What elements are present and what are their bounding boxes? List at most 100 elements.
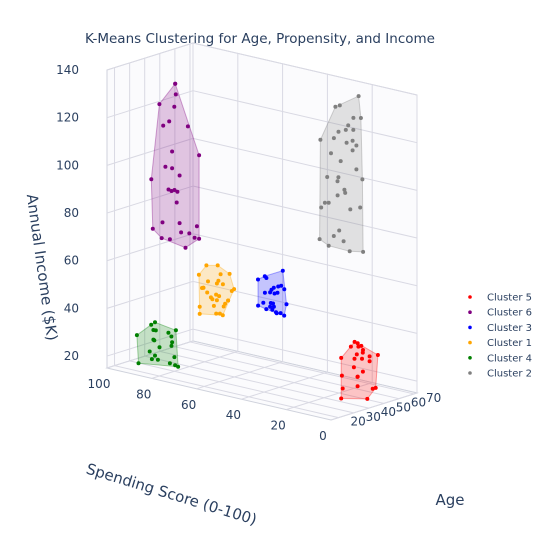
- cluster-4-point[interactable]: [149, 357, 154, 362]
- cluster-2-point[interactable]: [342, 187, 347, 192]
- cluster-5-point[interactable]: [375, 353, 380, 357]
- cluster-2-point[interactable]: [333, 104, 338, 109]
- cluster-4-point[interactable]: [153, 320, 157, 325]
- cluster-6-point[interactable]: [170, 166, 175, 171]
- cluster-1-point[interactable]: [220, 282, 225, 287]
- cluster-1-point[interactable]: [205, 290, 210, 295]
- cluster-5-point[interactable]: [365, 396, 370, 401]
- cluster-6-point[interactable]: [170, 149, 175, 154]
- cluster-5-point[interactable]: [370, 386, 375, 391]
- cluster-2-point[interactable]: [347, 249, 352, 254]
- cluster-4-point[interactable]: [169, 343, 174, 348]
- legend-item-cluster-6[interactable]: Cluster 6: [468, 308, 532, 319]
- cluster-6-point[interactable]: [167, 237, 172, 242]
- cluster-2-point[interactable]: [338, 159, 343, 164]
- cluster-2-point[interactable]: [350, 148, 355, 153]
- cluster-6-point[interactable]: [177, 173, 182, 178]
- legend-item-cluster-4[interactable]: Cluster 4: [468, 353, 532, 364]
- cluster-4-point[interactable]: [152, 338, 157, 343]
- cluster-1-point[interactable]: [214, 311, 219, 316]
- cluster-6-point[interactable]: [163, 164, 168, 169]
- cluster-5-point[interactable]: [355, 384, 360, 389]
- cluster-6-point[interactable]: [194, 224, 199, 229]
- cluster-6-point[interactable]: [173, 92, 178, 97]
- cluster-6-point[interactable]: [174, 200, 179, 205]
- cluster-5-point[interactable]: [339, 396, 344, 401]
- cluster-6-point[interactable]: [179, 230, 184, 235]
- cluster-5-point[interactable]: [373, 385, 378, 390]
- cluster-4-point[interactable]: [170, 340, 175, 345]
- cluster-4-point[interactable]: [155, 357, 160, 362]
- cluster-2-point[interactable]: [331, 136, 336, 141]
- cluster-5-point[interactable]: [360, 356, 364, 361]
- cluster-6-point[interactable]: [157, 102, 162, 107]
- cluster-3-point[interactable]: [282, 287, 287, 292]
- cluster-2-point[interactable]: [344, 140, 349, 145]
- cluster-3-point[interactable]: [276, 284, 281, 289]
- cluster-4-point[interactable]: [153, 353, 157, 358]
- cluster-1-point[interactable]: [206, 279, 210, 284]
- cluster-2-point[interactable]: [336, 175, 341, 180]
- cluster-2-point[interactable]: [319, 205, 324, 210]
- cluster-6-point[interactable]: [183, 245, 188, 250]
- cluster-2-point[interactable]: [361, 249, 366, 254]
- cluster-6-point[interactable]: [185, 124, 190, 129]
- cluster-5-point[interactable]: [348, 344, 353, 349]
- cluster-6-point[interactable]: [166, 187, 171, 192]
- cluster-5-point[interactable]: [361, 348, 365, 352]
- cluster-3-point[interactable]: [269, 287, 274, 292]
- cluster-2-point[interactable]: [341, 239, 346, 244]
- cluster-5-point[interactable]: [356, 344, 361, 349]
- cluster-3-point[interactable]: [278, 311, 283, 316]
- cluster-6-point[interactable]: [197, 236, 202, 241]
- cluster-2-point[interactable]: [343, 190, 348, 195]
- cluster-1-point[interactable]: [197, 304, 202, 309]
- cluster-4-point[interactable]: [173, 363, 178, 368]
- cluster-5-point[interactable]: [339, 355, 344, 360]
- cluster-1-point[interactable]: [229, 289, 234, 293]
- cluster-4-point[interactable]: [173, 328, 178, 333]
- cluster-2-point[interactable]: [331, 234, 336, 238]
- cluster-6-point[interactable]: [187, 231, 192, 236]
- cluster-2-point[interactable]: [329, 151, 333, 156]
- cluster-1-point[interactable]: [214, 298, 219, 303]
- cluster-4-point[interactable]: [167, 361, 172, 366]
- cluster-5-point[interactable]: [339, 373, 344, 378]
- legend-item-cluster-3[interactable]: Cluster 3: [468, 323, 532, 334]
- cluster-1-point[interactable]: [227, 271, 232, 276]
- cluster-4-point[interactable]: [151, 328, 156, 332]
- legend-item-cluster-1[interactable]: Cluster 1: [468, 338, 532, 349]
- cluster-2-point[interactable]: [337, 103, 342, 108]
- cluster-3-point[interactable]: [261, 300, 266, 305]
- cluster-2-point[interactable]: [317, 237, 322, 242]
- cluster-5-point[interactable]: [354, 352, 359, 357]
- cluster-1-point[interactable]: [210, 297, 215, 302]
- cluster-5-point[interactable]: [352, 356, 357, 361]
- cluster-1-point[interactable]: [223, 301, 228, 306]
- cluster-4-point[interactable]: [172, 355, 177, 360]
- cluster-6-point[interactable]: [172, 188, 177, 192]
- cluster-2-point[interactable]: [322, 200, 327, 205]
- cluster-2-point[interactable]: [346, 123, 351, 128]
- cluster-4-point[interactable]: [134, 333, 139, 338]
- cluster-6-point[interactable]: [175, 189, 180, 194]
- cluster-5-point[interactable]: [352, 339, 357, 344]
- cluster-3-point[interactable]: [271, 304, 276, 309]
- legend-item-cluster-5[interactable]: Cluster 5: [468, 293, 532, 304]
- cluster-5-point[interactable]: [355, 341, 360, 346]
- cluster-3-point[interactable]: [268, 301, 273, 305]
- cluster-2-point[interactable]: [354, 143, 359, 148]
- cluster-2-point[interactable]: [325, 175, 330, 179]
- cluster-5-point[interactable]: [340, 386, 345, 391]
- cluster-2-point[interactable]: [358, 116, 363, 120]
- cluster-4-point[interactable]: [176, 364, 181, 369]
- cluster-2-point[interactable]: [351, 127, 356, 132]
- cluster-3-point[interactable]: [262, 290, 267, 295]
- cluster-6-point[interactable]: [149, 177, 154, 182]
- cluster-2-point[interactable]: [360, 177, 365, 182]
- cluster-2-point[interactable]: [337, 228, 342, 233]
- cluster-2-point[interactable]: [343, 127, 348, 132]
- cluster-6-point[interactable]: [192, 235, 197, 240]
- cluster-6-point[interactable]: [159, 236, 164, 241]
